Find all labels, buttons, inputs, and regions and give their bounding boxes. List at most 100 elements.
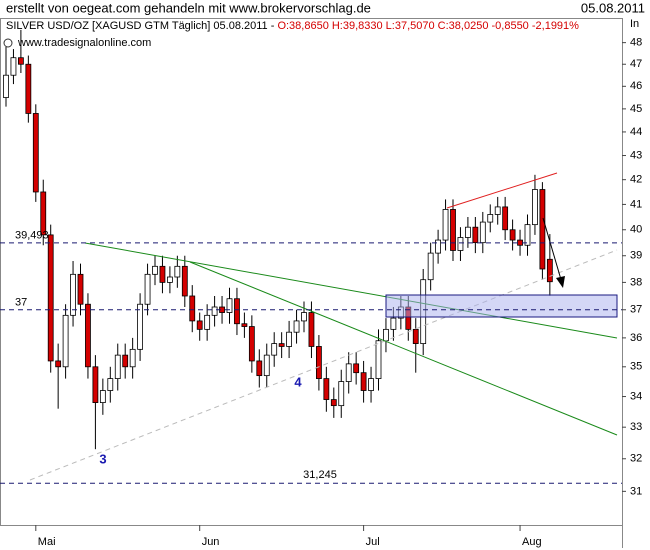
candle-body <box>77 273 84 305</box>
candle-body <box>345 363 352 382</box>
y-tick-label: 40 <box>630 224 642 236</box>
candle-body <box>47 234 54 362</box>
candle-body <box>487 214 494 223</box>
y-tick-label: 48 <box>630 37 642 49</box>
candle-body <box>226 298 233 313</box>
candle-body <box>278 343 285 347</box>
candle-body <box>263 354 270 377</box>
candle-body <box>494 206 501 215</box>
candle-body <box>308 312 315 347</box>
y-tick-label: 47 <box>630 58 642 70</box>
y-tick-label: 44 <box>630 126 642 138</box>
candle-body <box>189 295 196 322</box>
trend-line <box>29 249 618 481</box>
candle-body <box>92 366 99 403</box>
candle-body <box>383 328 389 342</box>
y-tick-label: 37 <box>630 304 642 316</box>
y-tick-label: 46 <box>630 80 642 92</box>
candle-body <box>114 354 121 379</box>
y-tick-label: 39 <box>630 250 642 262</box>
candle-body <box>32 113 39 193</box>
candle-body <box>301 312 307 322</box>
candle-body <box>502 206 509 231</box>
annotation: 4 <box>294 374 302 389</box>
candle-body <box>211 306 218 316</box>
y-tick-label: 35 <box>630 361 642 373</box>
candle-body <box>40 191 47 236</box>
candle-body <box>3 74 9 98</box>
candle-body <box>152 265 158 275</box>
chart-date: 05.08.2011 <box>581 0 645 15</box>
y-tick-label: 38 <box>630 276 642 288</box>
candle-body <box>353 363 360 374</box>
quote: O:38,8650 H:39,8330 L:37,5070 C:38,0250 … <box>277 20 579 32</box>
watermark-icon <box>3 38 13 48</box>
candle-body <box>196 320 203 330</box>
candle-body <box>159 265 166 283</box>
axis-unit: In <box>630 18 639 30</box>
trend-line <box>84 242 618 339</box>
candle-body <box>517 239 523 246</box>
y-tick-label: 42 <box>630 174 642 186</box>
y-tick-label: 41 <box>630 198 642 210</box>
arrow <box>542 217 563 284</box>
candle-body <box>435 239 442 254</box>
candle-body <box>137 303 144 350</box>
candle-body <box>256 360 263 377</box>
arrow-head <box>556 276 565 288</box>
candle-body <box>472 226 479 244</box>
plot-frame <box>0 18 623 526</box>
candle-body <box>524 224 531 246</box>
candle-body <box>70 273 76 316</box>
x-tick-label: Jun <box>202 536 220 548</box>
y-tick-label: 43 <box>630 149 642 161</box>
candle-body <box>509 229 516 241</box>
candle-body <box>166 276 173 283</box>
chart-title: erstellt von oegeat.com gehandeln mit ww… <box>6 0 371 15</box>
y-tick-label: 45 <box>630 103 642 115</box>
candle-body <box>174 265 181 278</box>
candle-body <box>25 63 32 114</box>
candle-body <box>479 221 486 244</box>
candle-body <box>62 314 69 368</box>
watermark: www.tradesignalonline.com <box>17 37 151 49</box>
zone <box>385 294 618 318</box>
level-label: 39,493 <box>15 230 49 242</box>
candle-body <box>293 320 300 333</box>
candle-body <box>442 209 449 241</box>
candle-body <box>539 189 546 270</box>
candle-body <box>532 189 538 226</box>
y-tick-label: 31 <box>630 485 642 497</box>
candle-body <box>464 226 471 238</box>
candle-body <box>99 390 106 403</box>
candle-body <box>248 326 255 362</box>
annotation: 3 <box>99 451 106 466</box>
candle-body <box>144 273 151 305</box>
candle-body <box>181 265 188 297</box>
candle-body <box>204 314 211 330</box>
candle-body <box>85 303 91 368</box>
candle-body <box>286 331 293 347</box>
candle-body <box>338 381 345 407</box>
x-tick-label: Mai <box>38 536 56 548</box>
candle-body <box>390 317 397 330</box>
trend-line <box>446 172 558 209</box>
chart-subtitle: SILVER USD/OZ [XAGUSD GTM Täglich] 05.08… <box>6 20 579 32</box>
level-label: 31,245 <box>303 469 337 481</box>
candle-body <box>55 360 62 368</box>
y-tick-label: 36 <box>630 332 642 344</box>
level-label: 37 <box>15 297 27 309</box>
candle-body <box>315 346 322 379</box>
marks <box>3 29 553 450</box>
candle-body <box>129 348 136 368</box>
candle-body <box>457 237 464 251</box>
candle-body <box>368 378 374 391</box>
candle-body <box>412 328 419 345</box>
candle-body <box>330 399 337 407</box>
candle-body <box>375 340 382 379</box>
candle-body <box>107 378 114 391</box>
candle-body <box>10 57 17 76</box>
y-tick-label: 33 <box>630 421 642 433</box>
candle-body <box>271 343 278 356</box>
y-tick-label: 32 <box>630 453 642 465</box>
